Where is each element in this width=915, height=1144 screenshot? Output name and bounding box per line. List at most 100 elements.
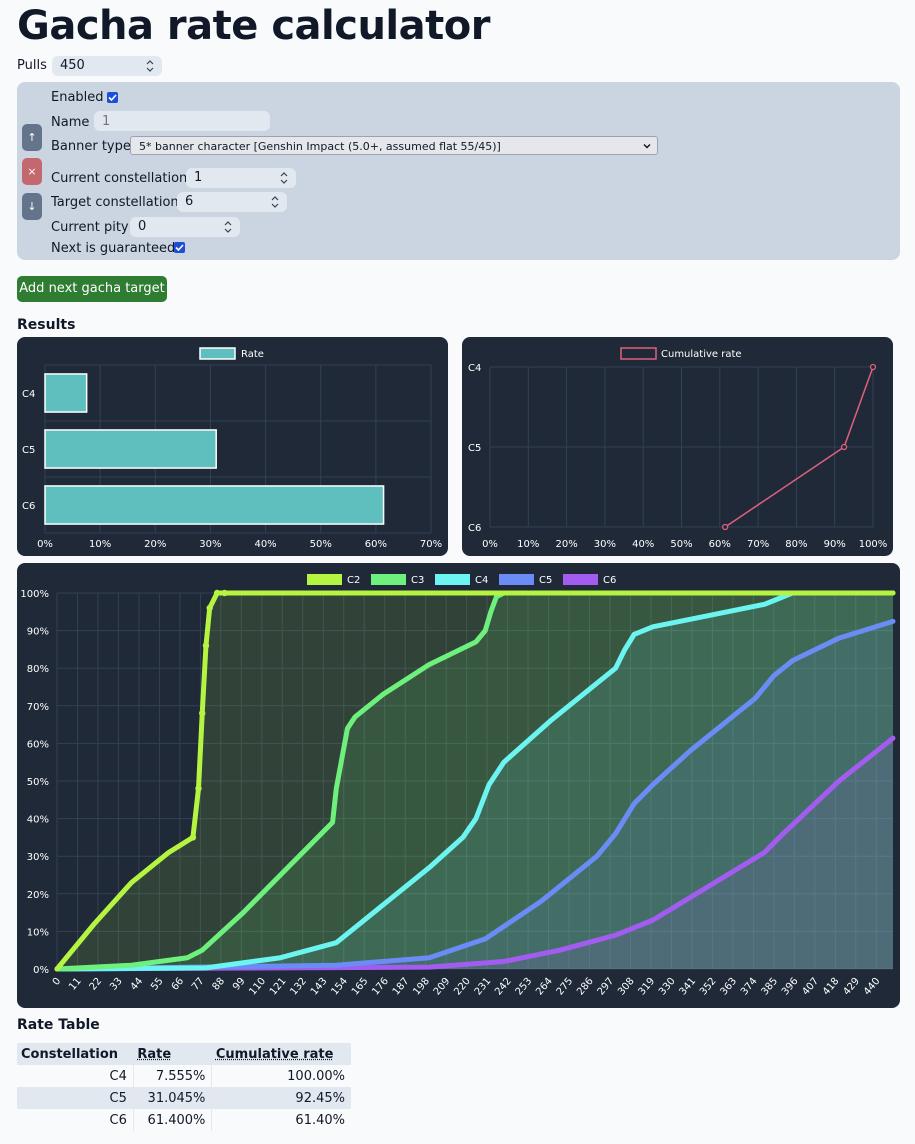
x-tick-label: 396 (780, 976, 801, 998)
y-tick-label: 50% (27, 777, 49, 788)
y-tick-label: C6 (468, 523, 481, 534)
x-tick-label: 77 (190, 976, 207, 993)
y-tick-label: 30% (27, 852, 49, 863)
current-pity-label: Current pity (51, 220, 129, 235)
x-tick-label: 319 (637, 976, 658, 998)
x-tick-label: 88 (211, 976, 228, 993)
enabled-label: Enabled (51, 90, 104, 105)
x-tick-label: 11 (67, 976, 84, 993)
pulls-input[interactable]: 450 (52, 56, 162, 76)
x-tick-label: 341 (678, 976, 699, 998)
x-tick-label: 110 (247, 976, 268, 998)
legend-swatch (307, 574, 342, 585)
legend-label: C5 (539, 575, 552, 586)
x-tick-label: 220 (452, 976, 473, 998)
legend-swatch (620, 347, 657, 360)
arrow-up-icon: ↑ (27, 131, 37, 144)
x-tick-label: 253 (514, 976, 535, 998)
x-tick-label: 60% (365, 539, 387, 550)
series-line-c3 (54, 590, 896, 972)
x-tick-label: 0% (37, 539, 53, 550)
x-tick-label: 187 (391, 976, 412, 998)
table-cell: 7.555% (133, 1065, 213, 1087)
spinner-icon[interactable] (271, 195, 279, 209)
name-input[interactable] (94, 111, 270, 131)
rate-chart: Rate 0% 10% 20% 30% 40% 50% 60% 70% C4 C5 C6 (17, 337, 448, 556)
data-point (199, 710, 206, 717)
guaranteed-checkbox[interactable] (174, 242, 185, 253)
y-tick-label: 80% (27, 664, 49, 675)
y-tick-label: C5 (468, 443, 481, 454)
x-tick-label: 90% (824, 539, 846, 550)
x-tick-label: 80% (785, 539, 807, 550)
spinner-icon[interactable] (146, 59, 154, 73)
x-tick-label: 440 (862, 976, 883, 998)
y-tick-label: C4 (22, 389, 35, 400)
x-tick-label: 44 (129, 976, 146, 993)
data-point (206, 604, 213, 612)
data-point (189, 834, 197, 841)
legend-label: Cumulative rate (661, 349, 742, 360)
target-constellation-input[interactable]: 6 (177, 192, 287, 212)
x-tick-label: 50% (310, 539, 332, 550)
close-icon: × (27, 165, 37, 178)
x-tick-label: 407 (800, 976, 821, 998)
legend-swatch (435, 574, 470, 585)
bar (44, 485, 385, 525)
x-tick-label: 33 (108, 976, 125, 993)
pulls-label: Pulls (17, 58, 47, 73)
add-gacha-target-button[interactable]: Add next gacha target (17, 276, 167, 302)
chevron-down-icon (643, 144, 651, 149)
table-cell: C5 (17, 1087, 134, 1109)
y-tick-label: C6 (22, 501, 35, 512)
x-tick-label: 363 (718, 976, 739, 998)
guaranteed-label: Next is guaranteed (51, 241, 176, 256)
legend-label: C3 (411, 575, 424, 586)
current-pity-input[interactable]: 0 (130, 217, 240, 237)
y-tick-label: 70% (27, 702, 49, 713)
banner-type-value: 5* banner character [Genshin Impact (5.0… (139, 140, 501, 153)
target-constellation-value: 6 (185, 194, 194, 209)
x-tick-label: 198 (411, 976, 432, 998)
x-tick-label: 20% (144, 539, 166, 550)
data-point (840, 443, 848, 451)
x-tick-label: 242 (493, 976, 514, 998)
column-header-cumulative-rate[interactable]: Cumulative rate (211, 1043, 351, 1065)
table-cell: 61.40% (295, 1112, 345, 1128)
table-row: C4 7.555% 100.00% (17, 1065, 351, 1087)
current-constellation-input[interactable]: 1 (186, 168, 296, 188)
remove-target-button[interactable]: × (22, 158, 42, 185)
legend-swatch (199, 347, 236, 360)
column-header-rate[interactable]: Rate (133, 1043, 212, 1065)
legend-label: C4 (475, 575, 488, 586)
rate-table-heading: Rate Table (17, 1017, 100, 1033)
x-tick-label: 143 (309, 976, 330, 998)
table-cell: 61.400% (133, 1109, 213, 1131)
x-tick-label: 40% (254, 539, 276, 550)
current-constellation-label: Current constellation (51, 171, 188, 186)
checkmark-icon (175, 244, 184, 252)
bar (44, 373, 88, 413)
x-tick-label: 0 (51, 976, 64, 988)
move-up-button[interactable]: ↑ (22, 124, 42, 151)
x-tick-label: 165 (350, 976, 371, 998)
banner-type-select[interactable]: 5* banner character [Genshin Impact (5.0… (130, 136, 658, 155)
spinner-icon[interactable] (280, 171, 288, 185)
enabled-checkbox[interactable] (107, 92, 118, 103)
legend-swatch (499, 574, 534, 585)
spinner-icon[interactable] (224, 220, 232, 234)
series-line-c6 (54, 735, 896, 972)
column-header-constellation[interactable]: Constellation (17, 1043, 134, 1065)
data-point (213, 589, 221, 597)
series-line-c5 (54, 618, 896, 972)
move-down-button[interactable]: ↓ (22, 193, 42, 220)
arrow-down-icon: ↓ (27, 200, 37, 213)
current-constellation-value: 1 (194, 170, 203, 185)
x-tick-label: 99 (231, 976, 248, 993)
data-point (221, 589, 228, 597)
x-tick-label: 374 (739, 976, 760, 998)
table-row: C6 61.400% 61.40% (17, 1109, 351, 1131)
results-heading: Results (17, 317, 76, 333)
y-tick-label: 100% (20, 589, 49, 600)
y-tick-label: 10% (27, 927, 49, 938)
